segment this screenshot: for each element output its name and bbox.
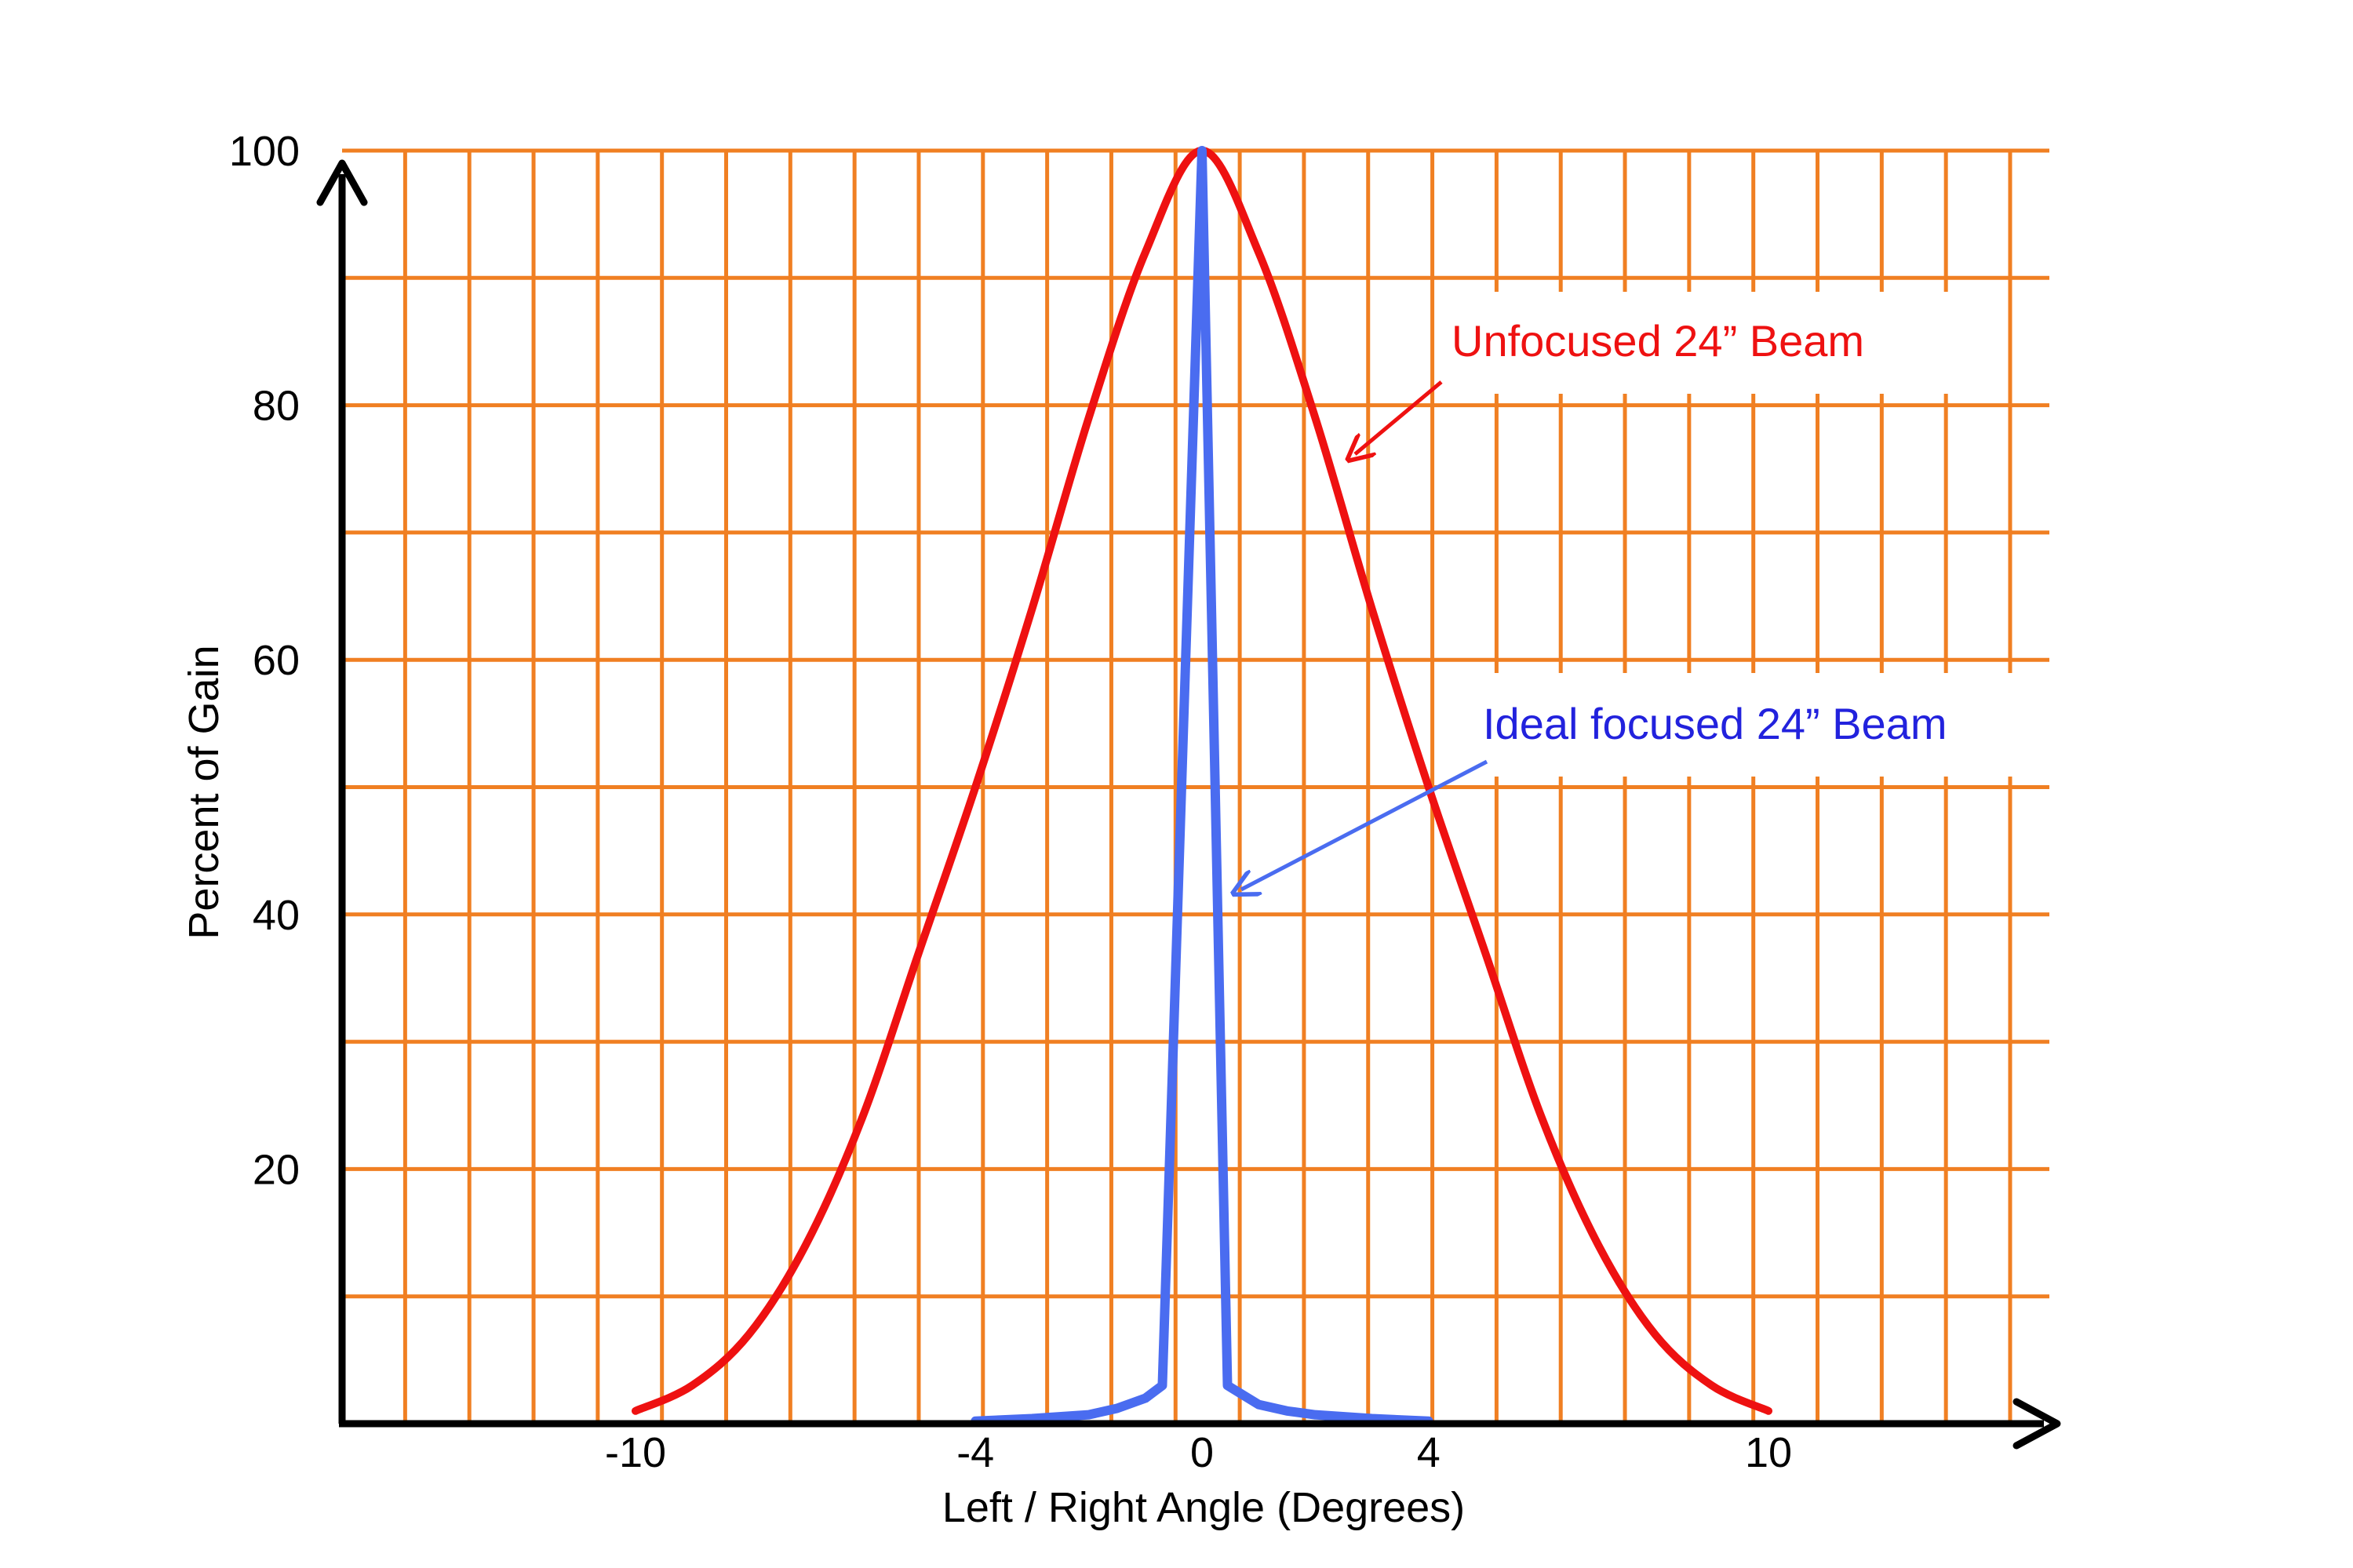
y-axis-arrowhead xyxy=(316,159,368,206)
focused-label-box xyxy=(1467,673,2032,777)
x-tick-label: 10 xyxy=(1745,1429,1792,1476)
focused-beam-arrow xyxy=(1241,759,1488,890)
y-tick-label: 60 xyxy=(253,637,300,684)
x-axis-title: Left / Right Angle (Degrees) xyxy=(942,1484,1465,1531)
x-tick-label: 4 xyxy=(1417,1429,1441,1476)
y-axis-title: Percent of Gain xyxy=(180,645,228,939)
x-tick-label: -4 xyxy=(956,1429,994,1476)
annotations: Unfocused 24” Beam Ideal focused 24” Bea… xyxy=(1241,292,2032,890)
y-tick-label: 80 xyxy=(253,383,300,430)
series-layer xyxy=(632,146,1772,1426)
unfocused-beam-arrow xyxy=(1355,380,1443,454)
chart-grid xyxy=(342,148,2049,1424)
y-tick-label: 100 xyxy=(229,128,300,175)
x-tick-label: 0 xyxy=(1190,1429,1214,1476)
y-tick-label: 20 xyxy=(253,1146,300,1193)
tick-labels: 20 40 60 80 100 -10 -4 0 4 10 xyxy=(229,128,1792,1476)
x-tick-label: -10 xyxy=(605,1429,666,1476)
focused-beam-line xyxy=(971,146,1433,1426)
unfocused-beam-label: Unfocused 24” Beam xyxy=(1452,316,1864,366)
unfocused-label-box xyxy=(1436,292,1985,394)
x-axis-arrowhead xyxy=(2012,1398,2061,1450)
focused-beam-label: Ideal focused 24” Beam xyxy=(1483,699,1947,748)
y-tick-label: 40 xyxy=(253,892,300,939)
chart-axes xyxy=(316,159,2061,1450)
